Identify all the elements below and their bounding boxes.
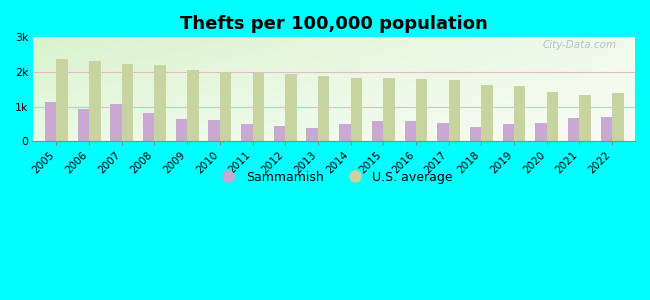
Bar <box>241 124 252 141</box>
Legend: Sammamish, U.S. average: Sammamish, U.S. average <box>211 166 458 189</box>
Bar <box>57 59 68 141</box>
Bar <box>612 93 623 141</box>
Bar <box>209 120 220 141</box>
Title: Thefts per 100,000 population: Thefts per 100,000 population <box>180 15 488 33</box>
Bar <box>252 73 264 141</box>
Bar <box>220 72 231 141</box>
Bar <box>187 70 199 141</box>
Bar <box>601 117 612 141</box>
Bar <box>89 61 101 141</box>
Bar <box>514 86 525 141</box>
Bar <box>384 78 395 141</box>
Bar <box>143 113 155 141</box>
Bar <box>122 64 133 141</box>
Bar <box>482 85 493 141</box>
Bar <box>470 127 482 141</box>
Bar <box>536 123 547 141</box>
Bar <box>176 119 187 141</box>
Bar <box>416 79 428 141</box>
Bar <box>339 124 350 141</box>
Bar <box>568 118 579 141</box>
Bar <box>155 65 166 141</box>
Bar <box>111 104 122 141</box>
Text: City-Data.com: City-Data.com <box>543 40 617 50</box>
Bar <box>502 124 514 141</box>
Bar <box>318 76 330 141</box>
Bar <box>285 74 296 141</box>
Bar <box>77 109 89 141</box>
Bar <box>437 124 448 141</box>
Bar <box>579 95 591 141</box>
Bar <box>372 121 383 141</box>
Bar <box>45 102 57 141</box>
Bar <box>448 80 460 141</box>
Bar <box>274 126 285 141</box>
Bar <box>350 78 362 141</box>
Bar <box>404 121 416 141</box>
Bar <box>547 92 558 141</box>
Bar <box>306 128 318 141</box>
